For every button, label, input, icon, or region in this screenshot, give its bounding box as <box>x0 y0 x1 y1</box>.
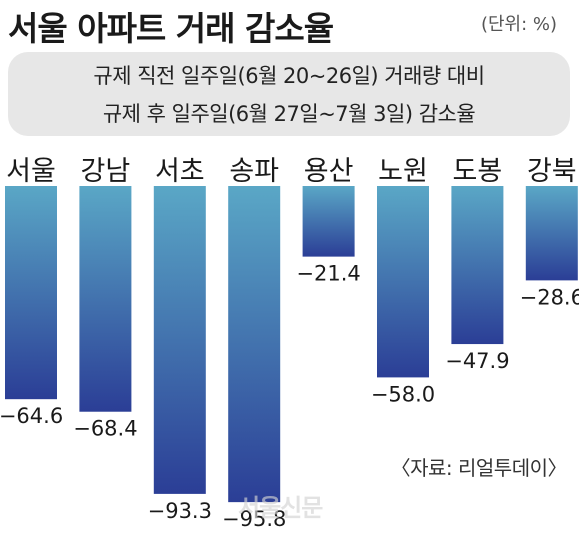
value-label: −21.4 <box>296 262 360 286</box>
bar <box>5 186 57 400</box>
category-label: 서울 <box>6 156 56 187</box>
source-note: 〈자료: 리얼투데이〉 <box>390 456 568 480</box>
value-label: −93.3 <box>148 499 212 523</box>
chart-title: 서울 아파트 거래 감소율 <box>8 9 334 48</box>
category-label: 강남 <box>81 156 131 187</box>
value-label: −64.6 <box>0 404 63 428</box>
bar <box>228 186 281 503</box>
category-label: 도봉 <box>453 156 503 187</box>
category-label: 노원 <box>378 156 428 187</box>
unit-label: (단위: %) <box>480 14 557 35</box>
value-label: −28.6 <box>520 285 579 309</box>
bar <box>451 186 504 345</box>
category-label: 서초 <box>155 156 205 187</box>
bar <box>377 186 429 378</box>
value-label: −47.9 <box>445 349 509 373</box>
bar <box>79 186 132 412</box>
bar <box>525 186 578 281</box>
watermark: 서울신문 <box>238 494 323 522</box>
subtitle-box: 규제 직전 일주일(6월 20~26일) 거래량 대비 규제 후 일주일(6월 … <box>8 52 570 136</box>
value-label: −68.4 <box>73 417 137 441</box>
bar <box>153 186 206 494</box>
category-label: 송파 <box>229 156 279 187</box>
category-label: 강북 <box>527 156 577 187</box>
value-label: −58.0 <box>371 382 435 406</box>
bar <box>302 186 355 257</box>
category-label: 용산 <box>304 156 354 187</box>
value-label: −95.8 <box>222 507 286 531</box>
subtitle-line-1: 규제 직전 일주일(6월 20~26일) 거래량 대비 <box>93 64 485 88</box>
subtitle-line-2: 규제 후 일주일(6월 27일~7월 3일) 감소율 <box>102 102 476 126</box>
